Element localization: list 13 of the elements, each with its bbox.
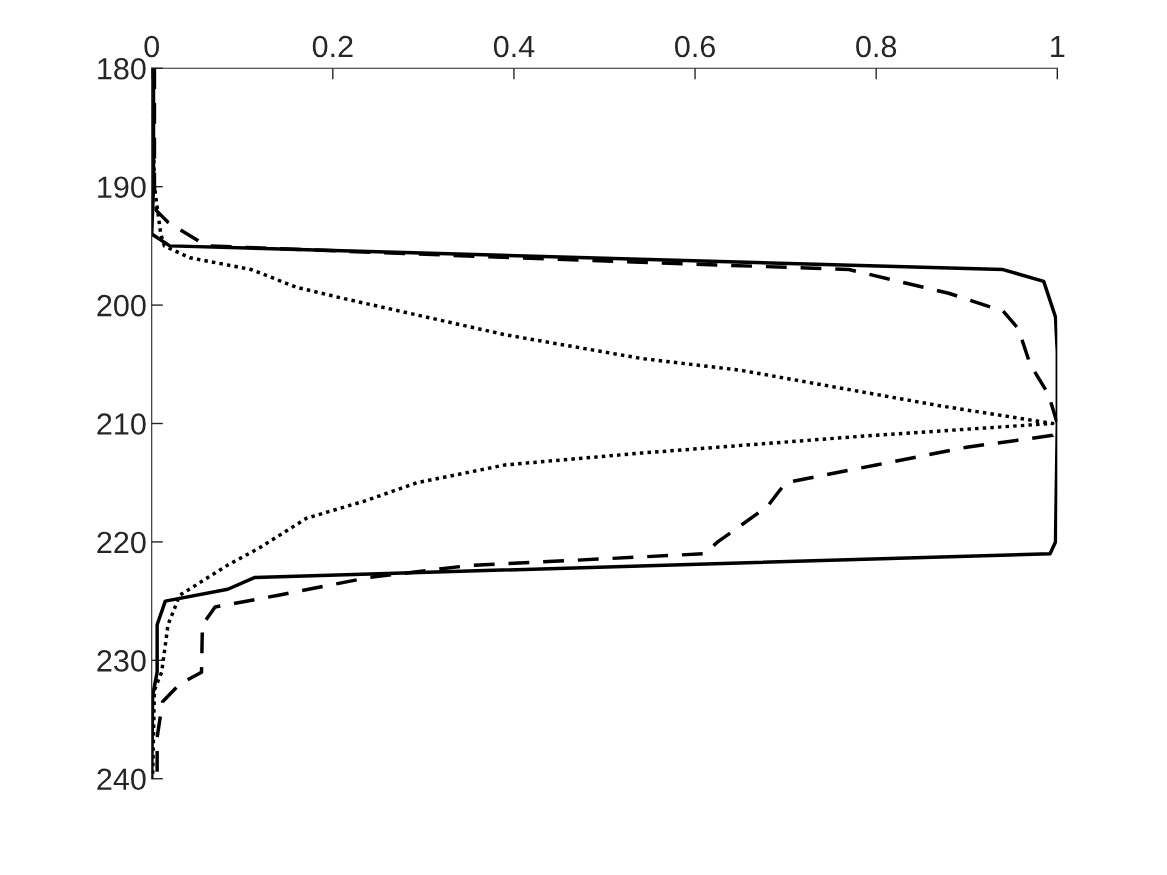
y-tick-label: 180 — [98, 57, 146, 80]
x-tick-label: 0.8 — [856, 35, 897, 58]
y-tick-label: 240 — [97, 768, 146, 791]
x-tick-label: 0 — [144, 35, 160, 58]
y-tick-label: 190 — [98, 176, 146, 199]
y-tick-label: 220 — [97, 531, 146, 554]
x-tick-label: 0.2 — [312, 35, 353, 58]
x-tick-label: 0.4 — [493, 35, 535, 58]
y-tick-label: 210 — [97, 413, 146, 435]
x-tick-label: 1 — [1051, 36, 1065, 58]
y-tick-label: 200 — [97, 294, 146, 317]
y-tick-label: 230 — [97, 650, 146, 672]
x-tick-label: 0.6 — [675, 35, 715, 58]
